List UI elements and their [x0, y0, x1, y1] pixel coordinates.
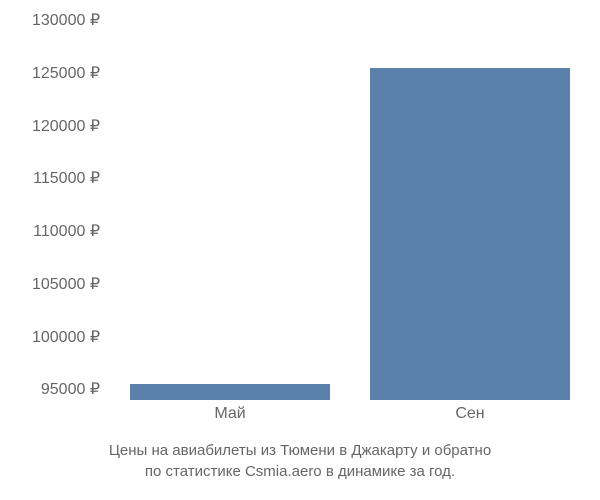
x-tick-label: Май: [214, 405, 245, 423]
bar: [130, 384, 330, 400]
y-tick-label: 125000 ₽: [0, 63, 100, 83]
y-tick-label: 130000 ₽: [0, 10, 100, 30]
caption-line2: по статистике Csmia.aero в динамике за г…: [145, 463, 455, 480]
y-tick-label: 95000 ₽: [0, 379, 100, 399]
x-tick-label: Сен: [455, 405, 484, 423]
bar-chart: Цены на авиабилеты из Тюмени в Джакарту …: [0, 0, 600, 500]
y-tick-label: 110000 ₽: [0, 221, 100, 241]
y-tick-label: 115000 ₽: [0, 168, 100, 188]
y-tick-label: 105000 ₽: [0, 274, 100, 294]
plot-area: [110, 20, 580, 400]
chart-caption: Цены на авиабилеты из Тюмени в Джакарту …: [0, 440, 600, 482]
y-tick-label: 120000 ₽: [0, 116, 100, 136]
caption-line1: Цены на авиабилеты из Тюмени в Джакарту …: [109, 442, 491, 459]
bar: [370, 68, 570, 401]
y-tick-label: 100000 ₽: [0, 327, 100, 347]
